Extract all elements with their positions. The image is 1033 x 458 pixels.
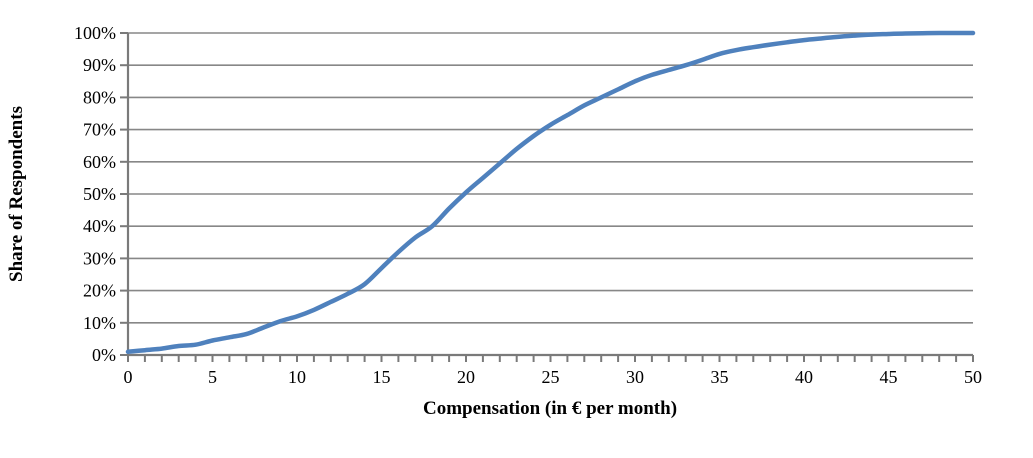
y-tick-label-40: 40% bbox=[83, 216, 116, 236]
y-tick-label-100: 100% bbox=[74, 23, 116, 43]
x-tick-label-20: 20 bbox=[457, 367, 475, 387]
x-tick-label-0: 0 bbox=[124, 367, 133, 387]
x-tick-label-35: 35 bbox=[711, 367, 729, 387]
y-tick-label-30: 30% bbox=[83, 248, 116, 268]
y-tick-label-70: 70% bbox=[83, 120, 116, 140]
x-tick-label-15: 15 bbox=[373, 367, 391, 387]
y-tick-label-20: 20% bbox=[83, 281, 116, 301]
x-tick-label-40: 40 bbox=[795, 367, 813, 387]
x-tick-label-10: 10 bbox=[288, 367, 306, 387]
y-axis-title: Share of Respondents bbox=[6, 106, 27, 282]
cdf-curve-line bbox=[125, 30, 976, 355]
y-tick-label-0: 0% bbox=[92, 345, 116, 365]
y-tick-label-50: 50% bbox=[83, 184, 116, 204]
y-tick-label-10: 10% bbox=[83, 313, 116, 333]
x-axis-title: Compensation (in € per month) bbox=[423, 398, 677, 419]
x-tick-label-5: 5 bbox=[208, 367, 217, 387]
ticks-group bbox=[120, 32, 974, 362]
y-tick-label-80: 80% bbox=[83, 87, 116, 107]
tick-labels-group: 0% 10% 20% 30% 40% 50% 60% 70% 80% 90% 100% 0 5 10 15 2… bbox=[74, 23, 982, 387]
x-tick-label-45: 45 bbox=[880, 367, 898, 387]
y-tick-label-60: 60% bbox=[83, 152, 116, 172]
x-tick-label-25: 25 bbox=[542, 367, 560, 387]
gridlines-group bbox=[128, 32, 973, 324]
y-tick-label-90: 90% bbox=[83, 55, 116, 75]
x-tick-label-50: 50 bbox=[964, 367, 982, 387]
x-tick-label-30: 30 bbox=[626, 367, 644, 387]
